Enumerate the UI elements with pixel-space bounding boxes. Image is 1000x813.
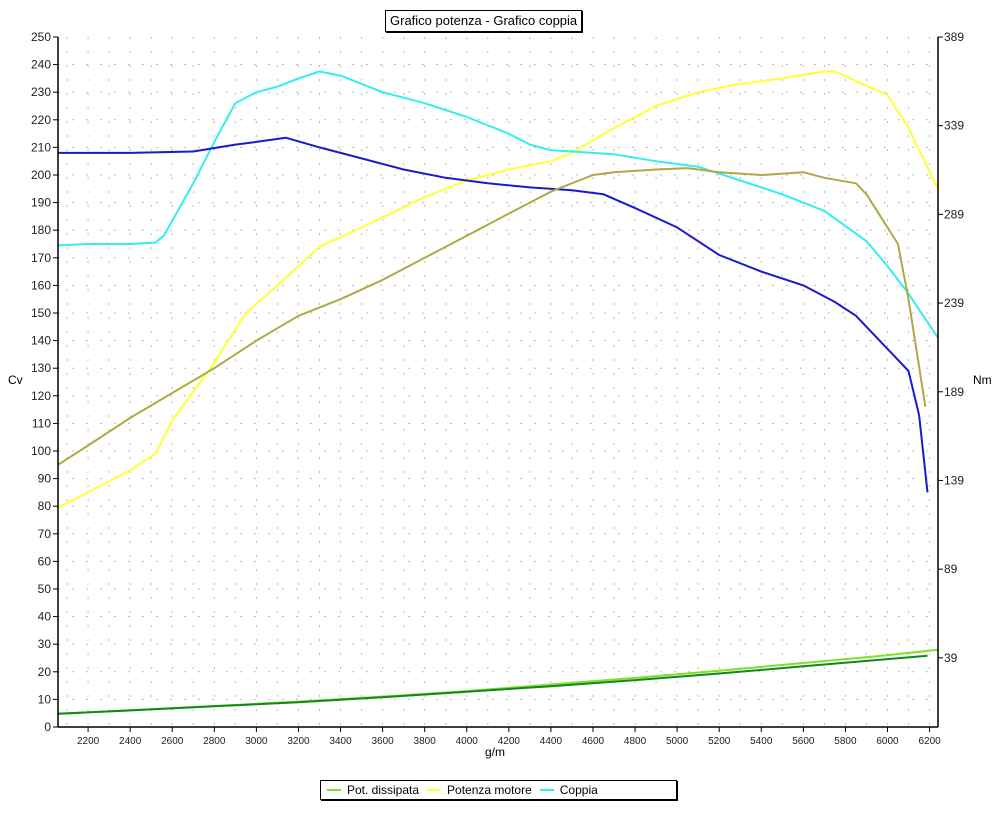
legend-label: Pot. dissipata	[347, 783, 420, 797]
y-tick-label: 10	[38, 692, 52, 706]
legend: Pot. dissipata Potenza motore Coppia	[320, 780, 677, 800]
y-right-tick-label: 389	[944, 30, 964, 44]
data-series	[57, 70, 939, 715]
x-tick-label: 3000	[245, 736, 268, 747]
y-tick-label: 150	[31, 306, 51, 320]
y-tick-label: 230	[31, 85, 51, 99]
x-tick-label: 3200	[287, 736, 310, 747]
x-tick-label: 3600	[371, 736, 394, 747]
legend-swatch-icon	[327, 789, 341, 791]
x-tick-label: 4200	[498, 736, 521, 747]
y-tick-label: 170	[31, 251, 51, 265]
x-tick-label: 5600	[792, 736, 815, 747]
series-line	[57, 648, 939, 715]
series-line	[58, 136, 929, 493]
y-tick-label: 70	[38, 527, 52, 541]
x-tick-label: 2400	[119, 736, 142, 747]
y-tick-label: 80	[38, 499, 52, 513]
y-tick-label: 110	[32, 416, 51, 430]
chart-title: Grafico potenza - Grafico coppia	[385, 10, 583, 32]
series-line	[57, 70, 939, 509]
legend-item-pot-dissipata: Pot. dissipata	[327, 780, 419, 800]
y-tick-label: 240	[31, 58, 51, 72]
y-right-tick-label: 89	[944, 562, 958, 576]
x-tick-label: 5000	[666, 736, 689, 747]
x-tick-label: 5400	[750, 736, 773, 747]
y-tick-label: 90	[38, 472, 52, 486]
series-line	[57, 70, 939, 339]
y-left-axis-label: Cv	[8, 373, 23, 387]
y-tick-label: 210	[31, 140, 51, 154]
y-tick-label: 20	[38, 665, 52, 679]
y-tick-label: 40	[38, 610, 52, 624]
x-tick-label: 4400	[540, 736, 563, 747]
y-tick-label: 30	[38, 637, 52, 651]
y-tick-label: 100	[31, 444, 51, 458]
x-tick-label: 3400	[329, 736, 352, 747]
y-tick-label: 120	[31, 389, 51, 403]
y-right-tick-label: 39	[944, 651, 958, 665]
y-tick-label: 200	[31, 168, 51, 182]
legend-label: Coppia	[559, 783, 598, 797]
grid-lines	[58, 37, 938, 727]
y-tick-label: 160	[31, 278, 51, 292]
x-axis-label: g/m	[485, 745, 506, 759]
y-tick-label: 0	[44, 720, 51, 734]
y-right-tick-label: 139	[944, 473, 964, 487]
y-right-tick-label: 289	[944, 207, 964, 221]
y-tick-label: 190	[31, 196, 51, 210]
axes: 0 10 20 30 40 50 60 70 80 90 100 110 120 130 140 150 160…	[31, 30, 964, 747]
x-tick-label: 6000	[876, 736, 899, 747]
y-right-tick-label: 339	[944, 119, 964, 133]
y-right-tick-label: 239	[944, 296, 964, 310]
x-tick-label: 6200	[918, 736, 941, 747]
legend-item-potenza-motore: Potenza motore	[427, 780, 532, 800]
series-line	[57, 167, 927, 466]
y-tick-label: 220	[31, 113, 51, 127]
y-tick-label: 60	[38, 554, 52, 568]
legend-swatch-icon	[539, 789, 554, 791]
y-tick-label: 130	[31, 361, 51, 375]
x-tick-label: 5800	[834, 736, 857, 747]
y-right-tick-label: 189	[944, 385, 964, 399]
legend-swatch-icon	[427, 789, 442, 791]
x-tick-label: 2800	[203, 736, 226, 747]
y-tick-label: 140	[31, 334, 51, 348]
x-tick-label: 4800	[624, 736, 647, 747]
x-tick-label: 4000	[456, 736, 479, 747]
series-line	[57, 654, 928, 715]
y-tick-label: 250	[31, 30, 51, 44]
legend-item-coppia: Coppia	[539, 780, 598, 800]
x-tick-label: 2200	[77, 736, 100, 747]
x-tick-label: 4600	[582, 736, 605, 747]
y-tick-label: 180	[31, 223, 51, 237]
y-tick-label: 50	[38, 582, 52, 596]
x-tick-label: 3800	[414, 736, 437, 747]
legend-label: Potenza motore	[447, 783, 532, 797]
x-tick-label: 2600	[161, 736, 184, 747]
y-right-axis-label: Nm	[973, 373, 992, 387]
x-tick-label: 5200	[708, 736, 731, 747]
